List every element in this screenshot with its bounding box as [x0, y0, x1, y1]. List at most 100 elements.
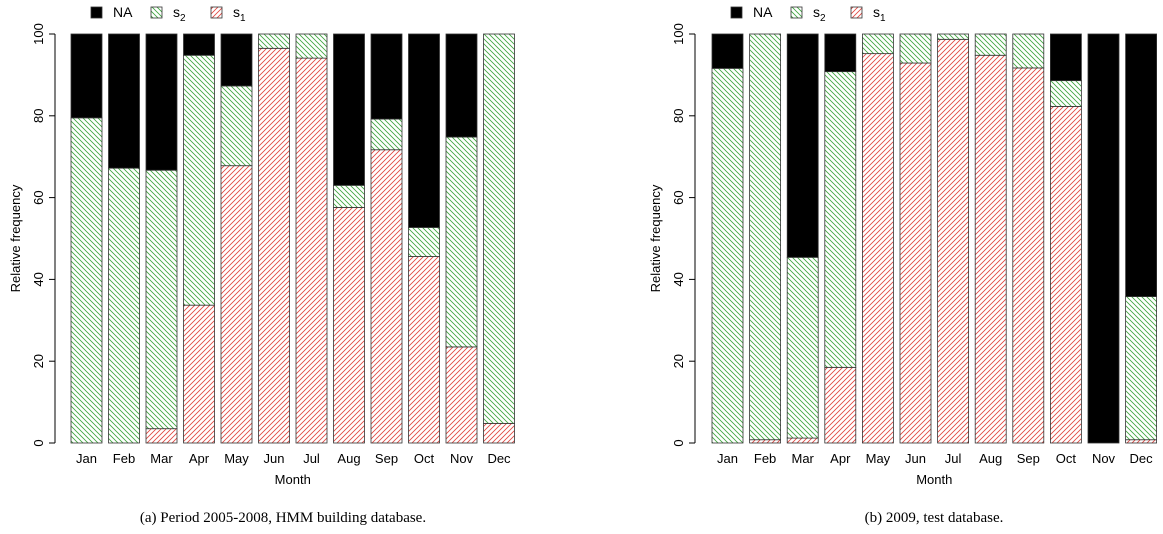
bar-b-apr-na [824, 33, 857, 73]
bar-a-may-s1 [220, 165, 253, 444]
legend-swatch-b-na [730, 6, 743, 19]
x-tick-b-apr: Apr [830, 451, 851, 466]
bar-a-sep-s2 [370, 118, 403, 151]
x-axis-title-a: Month [275, 472, 311, 487]
x-tick-a-jan: Jan [76, 451, 97, 466]
bar-b-may-s1 [862, 53, 894, 444]
x-tick-b-oct: Oct [1056, 451, 1077, 466]
bar-a-aug-na [333, 33, 365, 186]
y-tick-label-b-100: 100 [671, 23, 686, 45]
x-tick-b-mar: Mar [792, 451, 815, 466]
bar-b-mar-s1 [786, 437, 819, 444]
x-tick-b-dec: Dec [1130, 451, 1154, 466]
chart-panel-b: Jan Feb Mar Apr May Jun Jul Aug Sep Oct Nov Dec 0 20 4… [648, 4, 1157, 526]
x-axis-title-b: Month [916, 472, 952, 487]
x-tick-a-nov: Nov [450, 451, 474, 466]
bar-a-oct-s2 [408, 227, 440, 257]
x-tick-a-sep: Sep [375, 451, 398, 466]
bar-b-jul-s1 [937, 38, 969, 444]
bar-a-apr-s1 [183, 304, 215, 444]
bar-a-nov-na [445, 33, 478, 138]
y-tick-label-a-0: 0 [31, 439, 46, 446]
y-axis-title-b: Relative frequency [648, 184, 663, 292]
caption-a: (a) Period 2005-2008, HMM building datab… [140, 510, 426, 526]
bar-a-jan-s2 [70, 117, 103, 444]
x-tick-a-dec: Dec [487, 451, 511, 466]
y-tick-label-b-40: 40 [671, 272, 686, 286]
y-tick-label-b-0: 0 [671, 439, 686, 446]
bar-a-feb-s2 [108, 167, 140, 444]
bar-a-apr-s2 [183, 54, 215, 306]
x-tick-b-jun: Jun [905, 451, 926, 466]
bar-a-nov-s2 [445, 136, 478, 348]
bar-b-jan-s2 [711, 67, 744, 444]
legend-label-b-s1: s1 [873, 4, 886, 24]
bar-b-feb-s1 [749, 439, 781, 444]
legend-swatch-a-na [90, 6, 103, 19]
bar-b-sep-s1 [1012, 67, 1045, 444]
chart-panel-a: Jan Feb Mar Apr May Jun Jul Aug Sep Oct Nov Dec 0 20 4… [8, 4, 515, 526]
legend-swatch-a-s2 [150, 6, 163, 19]
y-tick-label-a-20: 20 [31, 354, 46, 368]
legend-swatch-a-s1 [210, 6, 223, 19]
bar-a-jun-s2 [258, 33, 290, 49]
bar-a-apr-na [183, 33, 215, 56]
legend-label-a-s1: s1 [233, 4, 246, 24]
bar-b-sep-s2 [1012, 33, 1045, 69]
bar-a-nov-s1 [445, 346, 478, 444]
x-tick-a-jul: Jul [303, 451, 320, 466]
bar-b-jul-s2 [937, 33, 969, 40]
bar-a-aug-s2 [333, 184, 365, 208]
x-tick-a-feb: Feb [113, 451, 135, 466]
x-tick-a-may: May [224, 451, 249, 466]
y-tick-label-b-80: 80 [671, 109, 686, 123]
bar-b-jan-na [711, 33, 744, 69]
x-tick-b-jul: Jul [945, 451, 962, 466]
x-tick-a-apr: Apr [189, 451, 210, 466]
y-tick-label-a-100: 100 [31, 23, 46, 45]
x-tick-a-jun: Jun [264, 451, 285, 466]
x-tick-a-mar: Mar [150, 451, 173, 466]
legend-label-a-s2: s2 [173, 4, 186, 24]
bar-a-aug-s1 [333, 207, 365, 444]
bar-a-sep-s1 [370, 149, 403, 444]
legend-label-b-na: NA [753, 4, 773, 20]
x-tick-b-feb: Feb [754, 451, 776, 466]
caption-b: (b) 2009, test database. [865, 510, 1004, 526]
x-tick-b-aug: Aug [979, 451, 1002, 466]
x-tick-a-oct: Oct [414, 451, 435, 466]
bar-b-dec-s1 [1125, 439, 1157, 444]
bar-b-nov-na [1087, 33, 1120, 444]
bar-b-oct-s1 [1050, 105, 1082, 444]
bar-a-jun-s1 [258, 47, 290, 444]
y-tick-label-a-80: 80 [31, 109, 46, 123]
x-tick-b-sep: Sep [1017, 451, 1040, 466]
bar-b-apr-s1 [824, 366, 857, 444]
x-tick-a-aug: Aug [337, 451, 360, 466]
bar-b-oct-s2 [1050, 80, 1082, 107]
bar-a-feb-na [108, 33, 140, 169]
legend-swatch-b-s1 [850, 6, 863, 19]
bar-a-may-s2 [220, 85, 253, 167]
bar-b-feb-s2 [749, 33, 781, 441]
bar-b-aug-s2 [974, 33, 1007, 56]
y-tick-label-a-40: 40 [31, 272, 46, 286]
bar-b-mar-na [786, 33, 819, 258]
bar-b-mar-s2 [786, 256, 819, 439]
x-tick-b-may: May [866, 451, 891, 466]
bar-a-jan-na [70, 33, 103, 119]
bar-b-oct-na [1050, 33, 1082, 82]
bar-b-apr-s2 [824, 71, 857, 368]
y-tick-label-b-60: 60 [671, 190, 686, 204]
legend-label-b-s2: s2 [813, 4, 826, 24]
bar-a-dec-s2 [483, 33, 515, 424]
bar-b-jun-s1 [899, 62, 932, 444]
bar-a-oct-s1 [408, 256, 440, 444]
legend-swatch-b-s2 [790, 6, 803, 19]
bar-a-mar-s2 [145, 169, 178, 430]
bar-a-mar-na [145, 33, 178, 171]
bar-b-dec-s2 [1125, 296, 1157, 441]
y-tick-label-a-60: 60 [31, 190, 46, 204]
x-tick-b-jan: Jan [717, 451, 738, 466]
